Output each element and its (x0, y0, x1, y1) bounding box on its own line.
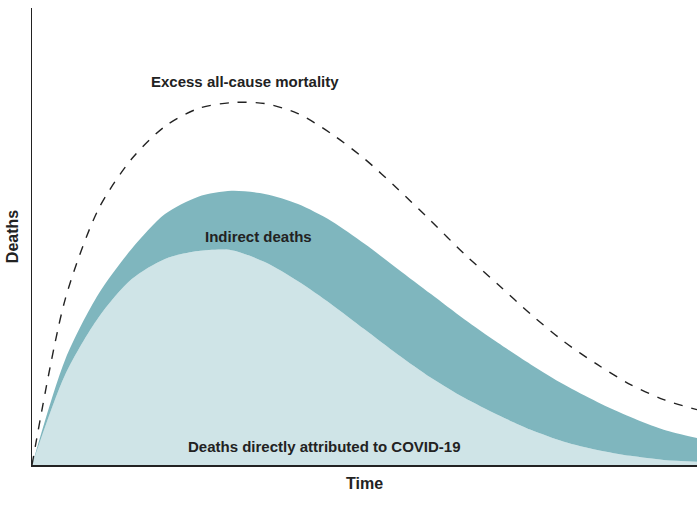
svg-text:Excess all-cause mortality: Excess all-cause mortality (151, 73, 339, 90)
svg-text:Deaths: Deaths (4, 210, 21, 263)
svg-text:Time: Time (346, 475, 383, 492)
svg-text:Deaths directly attributed to: Deaths directly attributed to COVID-19 (188, 438, 461, 455)
svg-text:Indirect deaths: Indirect deaths (205, 228, 312, 245)
